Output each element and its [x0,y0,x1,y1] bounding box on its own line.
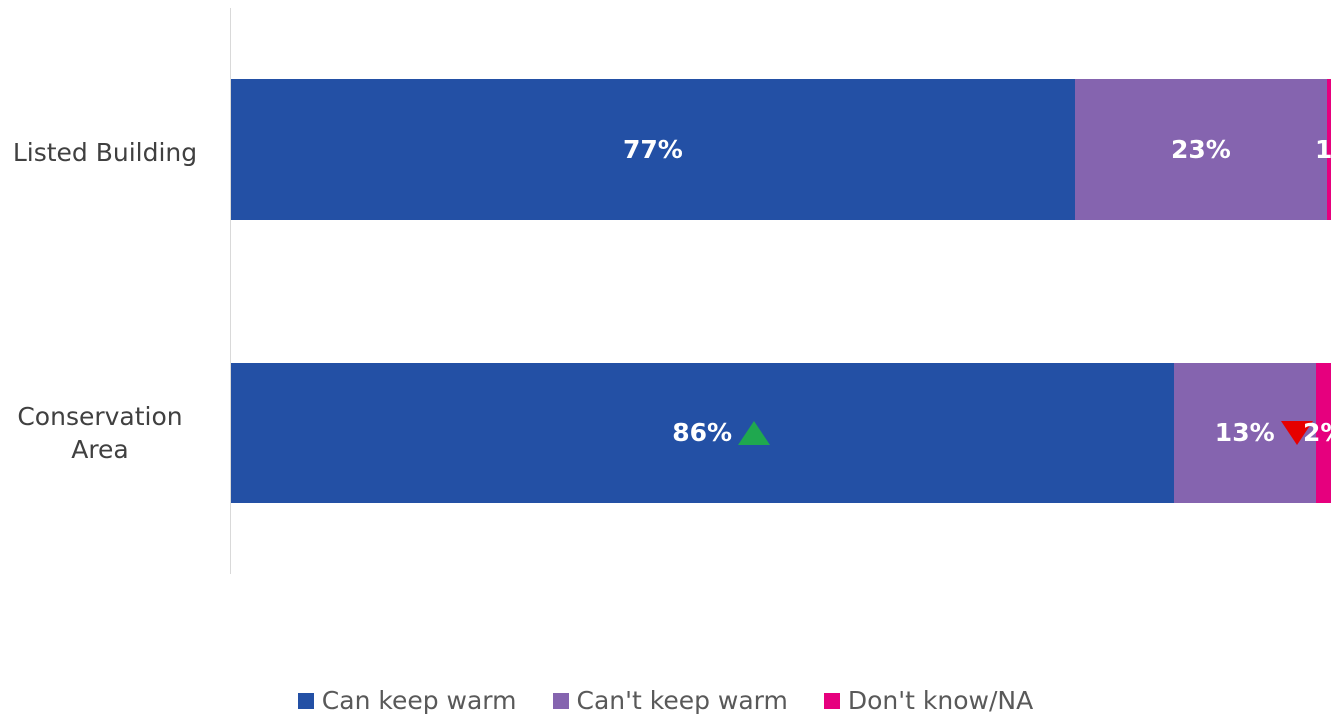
category-label-conservation-area: Conservation Area [17,402,183,464]
bar-segment-listed-building-don-t-know-na [1327,79,1331,220]
legend-swatch-cant-keep-warm [552,693,569,709]
bar-segment-listed-building-can-keep-warm [231,79,1075,220]
category-label-listed-building: Listed Building [12,138,198,167]
bar-segment-conservation-area-can-keep-warm [231,363,1174,503]
legend-swatch-can-keep-warm [297,693,314,709]
legend: Can keep warm Can't keep warm Don't know… [0,686,1331,716]
data-label-conservation-area-don-t-know-na: 2% [1303,418,1331,447]
legend-item-can-keep-warm: Can keep warm [297,686,517,716]
legend-item-dont-know: Don't know/NA [823,686,1034,716]
bar-segment-listed-building-can-t-keep-warm [1074,79,1327,220]
significance-down-icon [1280,421,1313,445]
data-label-conservation-area-can-keep-warm: 86% [672,418,733,447]
category-axis-line [230,8,231,574]
significance-up-icon [738,421,771,445]
legend-label: Can keep warm [321,686,517,715]
bar-segment-conservation-area-don-t-know-na [1316,363,1331,503]
data-label-conservation-area-can-t-keep-warm: 13% [1214,418,1275,447]
legend-item-cant-keep-warm: Can't keep warm [552,686,788,716]
legend-label: Don't know/NA [847,686,1034,715]
legend-label: Can't keep warm [576,686,788,715]
legend-swatch-dont-know [823,693,840,709]
data-label-listed-building-don-t-know-na: 1% [1315,134,1331,164]
data-label-listed-building-can-t-keep-warm: 23% [1170,134,1231,164]
data-label-listed-building-can-keep-warm: 77% [622,134,683,164]
